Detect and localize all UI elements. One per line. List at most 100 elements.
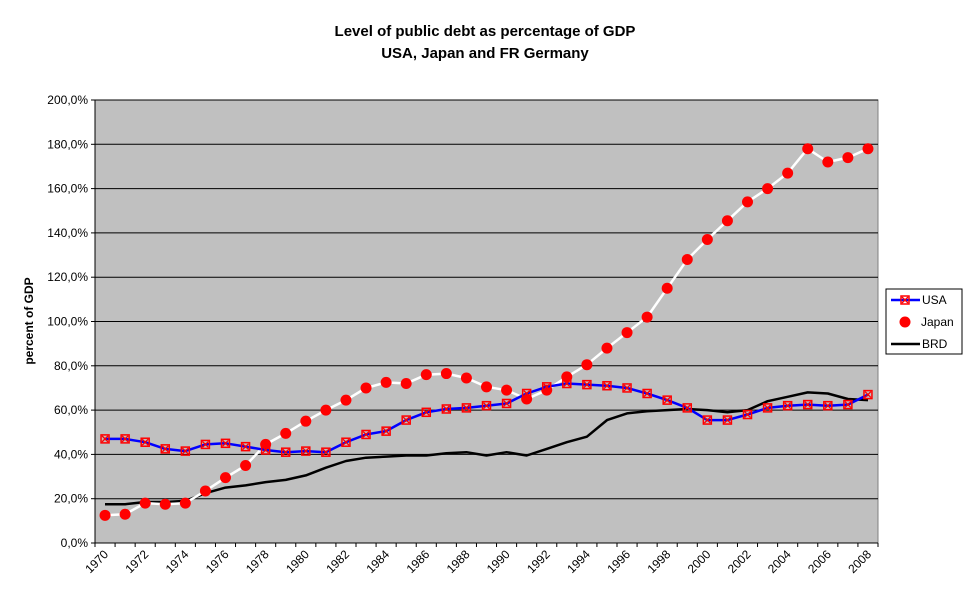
marker-square — [662, 395, 672, 405]
marker-cross — [422, 408, 430, 416]
data-point — [340, 394, 352, 406]
data-point — [481, 381, 492, 393]
marker-cross — [201, 440, 209, 448]
marker-cross — [523, 390, 531, 397]
data-point — [301, 446, 311, 456]
marker-cross — [222, 439, 229, 447]
marker-square — [863, 389, 873, 400]
marker-cross — [864, 391, 872, 399]
series-brd — [105, 391, 869, 506]
marker-square — [401, 415, 411, 425]
marker-square — [120, 434, 130, 444]
data-point — [380, 376, 392, 388]
x-tick-label: 2008 — [845, 547, 874, 576]
data-point — [160, 444, 171, 454]
data-point — [602, 380, 612, 391]
data-point — [200, 439, 211, 450]
data-point — [280, 427, 292, 439]
marker-square — [602, 380, 612, 391]
x-axis: 1970 1972 1974 1976 1978 1980 1982 1984 1986 1988… — [82, 542, 879, 576]
chart-title: Level of public debt as percentage of GD… — [335, 23, 636, 40]
marker-cross — [382, 427, 390, 435]
data-point — [440, 368, 452, 380]
data-point — [220, 472, 231, 484]
legend-label: Japan — [921, 315, 954, 329]
data-point — [460, 372, 472, 384]
marker-square — [260, 445, 271, 455]
marker-cross — [262, 446, 270, 454]
x-tick-label: 1976 — [203, 547, 232, 576]
data-point — [199, 485, 211, 497]
marker-square — [541, 382, 552, 392]
data-point — [742, 196, 753, 208]
data-point — [721, 215, 733, 227]
marker-square — [461, 403, 472, 413]
x-tick-label: 2000 — [685, 547, 714, 576]
y-tick-label: 120,0% — [47, 270, 88, 284]
marker-square — [742, 409, 753, 420]
marker-square — [321, 447, 331, 457]
data-point — [782, 167, 794, 179]
data-point — [341, 437, 351, 447]
marker-cross — [161, 445, 169, 453]
y-axis: 0,0% 20,0% 40,0% 60,0% 80,0% 100,0% 120,0% 140,… — [47, 93, 96, 550]
data-point — [862, 143, 874, 155]
x-tick-label: 1992 — [524, 547, 553, 576]
marker-square — [642, 388, 652, 399]
legend: USA Japan BRD — [885, 288, 963, 355]
marker-cross — [703, 416, 711, 424]
data-point — [441, 404, 452, 414]
data-point — [662, 395, 672, 405]
data-point — [240, 459, 252, 471]
marker-square — [622, 383, 632, 393]
marker-square — [802, 399, 813, 410]
marker-cross — [603, 382, 611, 390]
data-point — [621, 327, 633, 339]
marker-square — [301, 446, 311, 456]
data-point — [782, 400, 793, 411]
x-tick-label: 1996 — [604, 547, 633, 576]
marker-square — [722, 415, 733, 425]
marker-cross — [462, 404, 470, 412]
data-point — [280, 447, 291, 457]
marker-cross — [282, 448, 290, 456]
y-tick-label: 0,0% — [61, 536, 89, 550]
marker-square — [782, 400, 793, 411]
data-point — [742, 409, 753, 420]
data-point — [682, 403, 693, 413]
data-point — [361, 429, 371, 440]
data-point — [421, 407, 432, 418]
data-point — [541, 382, 552, 392]
series-layer — [99, 143, 874, 521]
series-line — [105, 391, 869, 506]
data-point — [159, 498, 171, 510]
x-tick-label: 1984 — [363, 547, 392, 576]
legend-item-japan: Japan — [899, 315, 954, 329]
data-point — [360, 382, 372, 394]
data-point — [900, 295, 910, 305]
data-point — [461, 403, 472, 413]
data-point — [802, 399, 813, 410]
data-point — [400, 378, 412, 390]
data-point — [622, 383, 632, 393]
data-point — [321, 447, 331, 457]
marker-cross — [503, 399, 511, 407]
marker-square — [180, 446, 191, 456]
x-tick-label: 1982 — [323, 547, 352, 576]
marker-cross — [583, 381, 591, 389]
marker-cross — [181, 447, 189, 455]
marker-cross — [824, 402, 832, 410]
y-tick-label: 100,0% — [47, 315, 88, 329]
marker-cross — [322, 448, 330, 456]
y-tick-label: 40,0% — [54, 447, 88, 461]
data-point — [681, 253, 693, 265]
marker-square — [582, 379, 592, 390]
x-tick-label: 1974 — [163, 547, 192, 576]
data-point — [139, 497, 151, 509]
x-tick-label: 1994 — [564, 547, 593, 576]
marker-square — [762, 403, 773, 413]
marker-square — [341, 437, 351, 447]
legend-label: USA — [922, 293, 947, 307]
data-point — [381, 426, 391, 436]
